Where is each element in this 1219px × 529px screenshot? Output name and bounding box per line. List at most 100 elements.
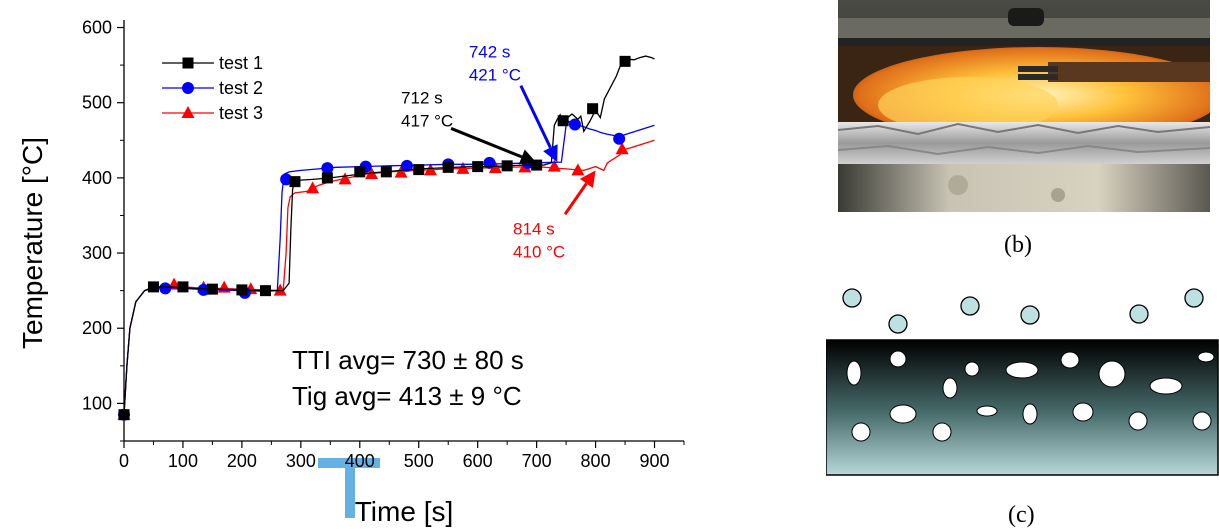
annotation-arrow (563, 182, 588, 216)
escaping-bubble (1129, 304, 1149, 324)
escaping-bubbles (842, 288, 1204, 334)
x-tick-label: 200 (227, 451, 257, 471)
data-point (413, 164, 425, 176)
data-point (118, 409, 130, 421)
data-point (354, 166, 366, 178)
fire-test-photo (838, 0, 1210, 212)
annotation-arrowhead (579, 170, 596, 189)
bubble-schematic (826, 288, 1219, 476)
annotation-text: 712 s (401, 88, 443, 107)
annotation-arrow (519, 84, 552, 149)
data-point (488, 161, 502, 174)
legend-entry-test-3: test 3 (162, 103, 263, 123)
y-tick-label: 300 (82, 243, 112, 263)
trapped-bubble (1022, 403, 1038, 425)
watermark (318, 458, 380, 518)
chart-annotations: 742 s 421 °C 712 s 417 °C 814 s 410 °C (401, 43, 596, 261)
data-point (456, 161, 470, 174)
legend-label: test 2 (219, 78, 263, 98)
x-tick-label: 700 (522, 451, 552, 471)
annotation-text: 814 s (513, 219, 555, 238)
data-point (321, 172, 333, 184)
data-point (547, 159, 561, 172)
watermark-bar (318, 458, 380, 468)
annotation-a814: 814 s 410 °C (513, 170, 596, 261)
x-tick-label: 600 (463, 451, 493, 471)
annotation-text: 417 °C (401, 111, 453, 130)
annotation-arrowhead (543, 144, 558, 163)
data-point (424, 163, 438, 176)
annotation-a742: 742 s 421 °C (469, 43, 558, 163)
data-point (501, 160, 513, 172)
data-point (236, 284, 248, 296)
legend-label: test 3 (219, 103, 263, 123)
trapped-bubble (1197, 351, 1215, 363)
trapped-bubble (1005, 361, 1039, 379)
trapped-bubbles (846, 350, 1215, 442)
data-point (557, 115, 569, 127)
chart-axes: 0 100 200 300 400 500 600 700 800 900 100 200 300 400… (82, 18, 685, 471)
data-point (615, 142, 629, 155)
trapped-bubble (889, 350, 907, 368)
series-test-3 (117, 139, 655, 420)
y-tick-label: 600 (82, 18, 112, 38)
data-point (472, 161, 484, 173)
legend-label: test 1 (219, 53, 263, 73)
trapped-bubble (851, 422, 871, 442)
x-tick-label: 0 (119, 451, 129, 471)
trapped-bubble (1072, 402, 1094, 422)
escaping-bubble (1184, 288, 1204, 308)
schematic-caption: (c) (1008, 502, 1035, 528)
trapped-bubble (976, 405, 998, 417)
y-tick-label: 100 (82, 393, 112, 413)
data-point (400, 159, 413, 172)
x-tick-label: 800 (581, 451, 611, 471)
trapped-bubble (942, 377, 958, 399)
x-axis-title: Time [s] (355, 496, 454, 527)
escaping-bubble (1020, 305, 1040, 325)
annotation-text: 742 s (469, 43, 511, 62)
data-point (306, 181, 320, 194)
data-point (206, 283, 218, 295)
annotation-arrowhead (518, 149, 537, 165)
photo-caption: (b) (1004, 232, 1032, 258)
data-point (197, 283, 210, 296)
data-point (568, 118, 581, 131)
trapped-bubble (1128, 411, 1148, 431)
x-tick-label: 100 (168, 451, 198, 471)
y-tick-label: 200 (82, 318, 112, 338)
x-tick-label: 300 (286, 451, 316, 471)
annotation-a712: 712 s 417 °C (401, 88, 537, 165)
tig-summary-text: Tig avg= 413 ± 9 °C (292, 381, 522, 411)
data-point (587, 103, 599, 115)
x-tick-label: 900 (640, 451, 670, 471)
tti-summary-text: TTI avg= 730 ± 80 s (292, 345, 524, 375)
y-tick-label: 500 (82, 93, 112, 113)
series-line (123, 55, 655, 415)
data-point (259, 285, 271, 297)
trapped-bubble (964, 361, 980, 377)
legend-entry-test-1: test 1 (162, 53, 263, 73)
escaping-bubble (842, 288, 862, 308)
data-point (177, 281, 189, 293)
data-point (147, 281, 159, 293)
escaping-bubble (960, 296, 980, 316)
trapped-bubble (889, 404, 917, 424)
legend-marker (182, 82, 194, 94)
trapped-bubble (1192, 411, 1212, 431)
data-point (571, 163, 585, 176)
data-point (380, 166, 392, 178)
y-axis-title: Temperature [°C] (17, 137, 48, 349)
series-test-2 (118, 118, 655, 421)
series-lines (117, 55, 655, 421)
trapped-bubble (1098, 360, 1126, 388)
chart-legend: test 1 test 2 test 3 (162, 53, 263, 123)
watermark-stem (345, 468, 355, 518)
y-tick-label: 400 (82, 168, 112, 188)
data-point (289, 176, 301, 188)
trapped-bubble (1060, 351, 1080, 369)
series-test-1 (118, 55, 655, 421)
annotation-text: 410 °C (513, 242, 565, 261)
legend-marker (182, 57, 194, 69)
trapped-bubble (932, 422, 952, 442)
